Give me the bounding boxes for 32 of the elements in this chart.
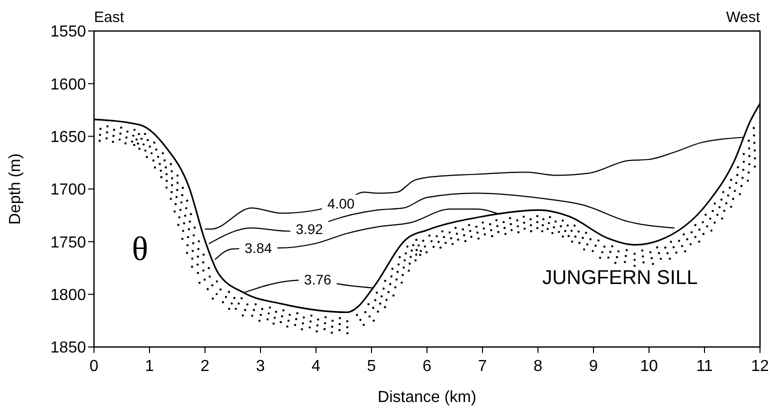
series-label: 3.92 [296, 220, 324, 237]
y-tick-label: 1700 [50, 182, 86, 199]
x-tick-label: 11 [696, 358, 713, 375]
y-tick-label: 1550 [50, 24, 86, 41]
x-tick-label: 1 [145, 358, 154, 375]
y-tick-label: 1600 [50, 76, 86, 94]
y-tick-label: 1750 [50, 234, 86, 252]
x-tick-label: 5 [367, 358, 376, 375]
x-tick-label: 2 [200, 358, 210, 375]
text: West [726, 9, 761, 26]
y-tick-label: 1650 [50, 128, 86, 146]
x-tick-label: 9 [589, 358, 598, 375]
x-tick-label: 3 [256, 358, 266, 375]
x-tick-label: 0 [90, 358, 99, 375]
x-tick-label: 10 [640, 358, 658, 375]
text: East [94, 9, 125, 26]
annotation: JUNGFERN SILL [542, 267, 698, 289]
series-label: 3.84 [244, 240, 272, 256]
y-tick-label: 1800 [50, 286, 86, 304]
line-series [214, 208, 500, 260]
series-label: 3.76 [304, 271, 332, 288]
annotation: θ [132, 231, 148, 268]
x-tick-label: 8 [534, 358, 543, 375]
line-series [208, 192, 676, 244]
x-tick-label: 12 [751, 358, 769, 375]
series-label: 4.00 [327, 196, 355, 212]
y-axis-title: Depth (m) [7, 153, 24, 225]
x-axis-title: Distance (km) [378, 389, 476, 406]
x-tick-label: 4 [312, 358, 321, 375]
x-tick-label: 6 [422, 358, 432, 375]
x-tick-label: 7 [478, 358, 488, 375]
y-tick-label: 1850 [50, 340, 86, 357]
